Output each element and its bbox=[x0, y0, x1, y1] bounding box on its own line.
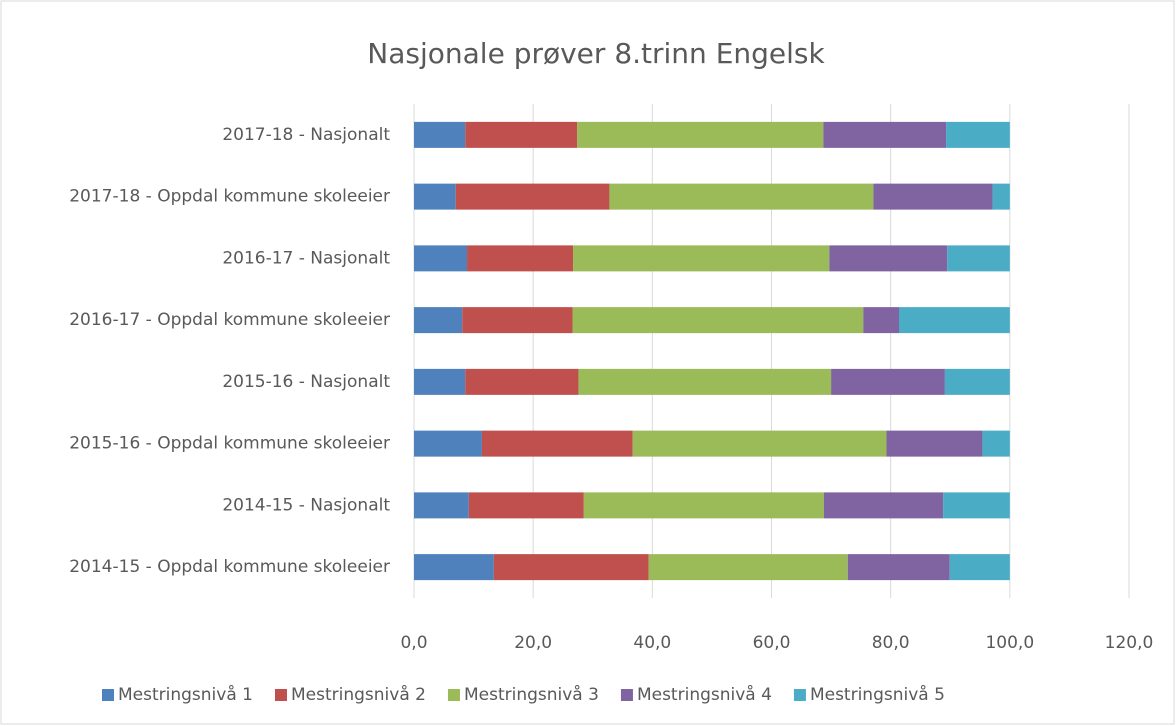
legend-label: Mestringsnivå 5 bbox=[810, 684, 945, 705]
bar-segment bbox=[465, 368, 579, 395]
bar-segment bbox=[414, 183, 456, 210]
x-tick-label: 20,0 bbox=[514, 633, 552, 653]
y-tick-label: 2014-15 - Oppdal kommune skoleeier bbox=[69, 557, 390, 577]
bar-segment bbox=[873, 183, 993, 210]
bar-segment bbox=[583, 492, 824, 519]
legend-label: Mestringsnivå 4 bbox=[637, 684, 772, 705]
bar-segment bbox=[468, 492, 584, 519]
x-tick-label: 60,0 bbox=[753, 633, 791, 653]
bar-segment bbox=[493, 554, 649, 581]
bar-segment bbox=[609, 183, 874, 210]
legend-swatch bbox=[447, 689, 460, 701]
y-tick-label: 2017-18 - Oppdal kommune skoleeier bbox=[69, 187, 390, 207]
bar-segment bbox=[414, 121, 466, 148]
bar-segment bbox=[632, 430, 887, 457]
bar-segment bbox=[863, 307, 900, 334]
x-tick-label: 80,0 bbox=[872, 633, 910, 653]
x-tick-label: 0,0 bbox=[400, 633, 427, 653]
bar-segment bbox=[829, 245, 948, 272]
bar-segment bbox=[899, 307, 1010, 334]
bar-segment bbox=[572, 307, 864, 334]
y-tick-label: 2015-16 - Nasjonalt bbox=[222, 372, 390, 392]
x-tick-label: 40,0 bbox=[633, 633, 671, 653]
y-tick-label: 2017-18 - Nasjonalt bbox=[222, 125, 390, 145]
bar-segment bbox=[414, 430, 482, 457]
bar-segment bbox=[947, 245, 1010, 272]
legend-swatch bbox=[102, 689, 114, 701]
bar-segment bbox=[578, 368, 832, 395]
x-tick-label: 100,0 bbox=[985, 633, 1034, 653]
bar-segment bbox=[823, 121, 947, 148]
bar-segment bbox=[481, 430, 633, 457]
y-tick-label: 2016-17 - Oppdal kommune skoleeier bbox=[69, 310, 390, 330]
bar-segment bbox=[414, 492, 469, 519]
bar-segment bbox=[455, 183, 610, 210]
bar-segment bbox=[943, 492, 1010, 519]
bar-segment bbox=[886, 430, 983, 457]
bar-segment bbox=[465, 121, 578, 148]
legend-label: Mestringsnivå 3 bbox=[464, 684, 599, 705]
legend-swatch bbox=[793, 689, 806, 701]
bar-segment bbox=[831, 368, 945, 395]
bar-segment bbox=[414, 554, 494, 581]
bar-segment bbox=[414, 307, 463, 334]
bar-segment bbox=[949, 554, 1010, 581]
bar-segment bbox=[946, 121, 1010, 148]
bar-segment bbox=[462, 307, 573, 334]
bar-segment bbox=[992, 183, 1010, 210]
bar-segment bbox=[847, 554, 950, 581]
legend-label: Mestringsnivå 1 bbox=[118, 684, 253, 705]
x-tick-label: 120,0 bbox=[1105, 633, 1154, 653]
legend-swatch bbox=[274, 689, 287, 701]
bar-segment bbox=[573, 245, 830, 272]
y-tick-label: 2015-16 - Oppdal kommune skoleeier bbox=[69, 434, 390, 454]
legend-label: Mestringsnivå 2 bbox=[291, 684, 426, 705]
bar-segment bbox=[823, 492, 944, 519]
bar-segment bbox=[648, 554, 848, 581]
legend-swatch bbox=[620, 689, 633, 701]
bar-segment bbox=[414, 368, 466, 395]
bar-segment bbox=[982, 430, 1010, 457]
bar-segment bbox=[944, 368, 1010, 395]
chart-title: Nasjonale prøver 8.trinn Engelsk bbox=[367, 37, 825, 70]
bar-segment bbox=[414, 245, 468, 272]
y-tick-label: 2016-17 - Nasjonalt bbox=[222, 248, 390, 268]
bar-segment bbox=[577, 121, 824, 148]
y-tick-label: 2014-15 - Nasjonalt bbox=[222, 495, 390, 515]
bar-segment bbox=[467, 245, 574, 272]
